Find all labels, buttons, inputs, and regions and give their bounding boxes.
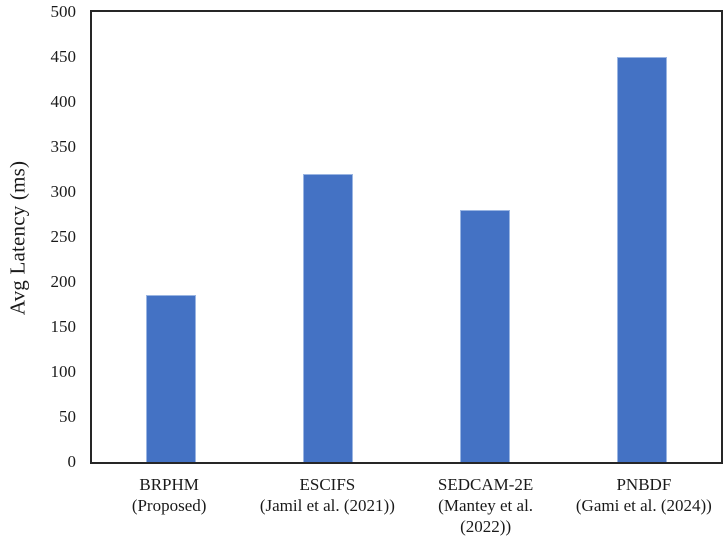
y-tick-label: 500 <box>50 2 77 21</box>
bar <box>303 174 353 462</box>
y-tick-label: 200 <box>50 272 77 291</box>
y-tick-label: 0 <box>67 452 77 471</box>
x-axis-category-labels: BRPHM (Proposed) ESCIFS (Jamil et al. (20… <box>90 474 723 537</box>
y-tick-label: 150 <box>50 317 77 336</box>
bar <box>146 295 196 462</box>
y-tick-label: 250 <box>50 227 77 246</box>
bar <box>617 57 667 462</box>
y-tick-label: 350 <box>50 137 77 156</box>
y-tick-label: 100 <box>50 362 77 381</box>
y-tick-label: 50 <box>59 407 76 426</box>
x-category-label: BRPHM (Proposed) <box>131 475 207 515</box>
x-category-label: SEDCAM-2E (Mantey et al. (2022)) <box>437 475 534 536</box>
x-category-label: ESCIFS (Jamil et al. (2021)) <box>259 475 395 515</box>
bar <box>460 210 510 462</box>
y-tick-label: 400 <box>50 92 77 111</box>
x-category-label: PNBDF (Gami et al. (2024)) <box>575 475 712 515</box>
y-tick-label: 450 <box>50 47 77 66</box>
y-tick-label: 300 <box>50 182 77 201</box>
plot-area <box>90 10 723 464</box>
